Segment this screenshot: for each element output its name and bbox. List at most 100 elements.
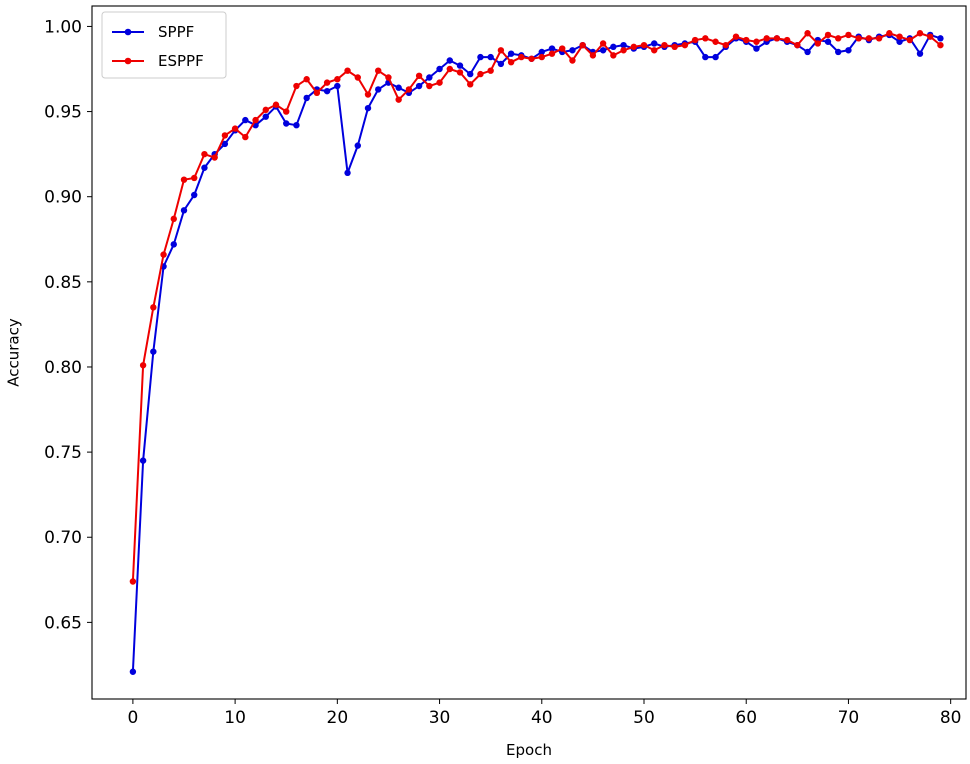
data-point-esppf [681,41,689,49]
data-point-esppf [569,57,576,64]
data-point-sppf [712,53,719,61]
data-point-esppf [702,35,709,42]
series-layer [129,30,944,675]
data-point-esppf [436,79,443,86]
data-point-sppf [170,241,177,248]
data-point-sppf [548,45,556,52]
data-point-sppf [354,142,361,149]
x-tick-label: 0 [127,708,138,728]
data-point-esppf [845,31,852,39]
data-point-esppf [732,33,740,40]
data-point-esppf [385,74,392,81]
data-point-esppf [507,58,515,66]
data-point-esppf [231,125,239,132]
legend-label-esppf: ESPPF [158,52,204,70]
data-point-esppf [446,65,453,73]
y-axis-ticks: 0.65 0.70 0.75 0.80 0.85 0.90 0.95 1.00 [44,17,92,633]
data-point-sppf [599,47,607,54]
data-point-esppf [927,33,934,40]
data-point-sppf [242,116,249,124]
data-point-esppf [344,67,351,74]
data-point-esppf [313,89,321,97]
data-point-esppf [395,96,402,103]
x-tick-label: 40 [531,708,553,728]
data-point-esppf [599,40,607,47]
data-point-esppf [937,41,944,49]
data-point-sppf [467,70,474,78]
data-point-esppf [743,36,750,44]
data-point-esppf [691,36,699,44]
series-esppf [129,30,944,585]
legend: SPPF ESPPF [101,11,227,79]
data-point-esppf [773,35,781,42]
data-point-esppf [221,132,229,139]
data-point-sppf [262,113,269,120]
data-point-sppf [364,104,372,112]
x-tick-label: 20 [327,708,349,728]
data-point-sppf [835,48,842,56]
data-point-sppf [507,50,515,57]
y-tick-label: 1.00 [44,17,82,37]
x-tick-label: 80 [940,708,962,728]
data-point-sppf [129,668,137,675]
data-point-esppf [456,69,464,76]
data-point-esppf [180,176,188,183]
y-tick-label: 0.85 [44,273,82,293]
data-point-esppf [201,150,208,158]
data-point-esppf [753,38,760,45]
data-point-sppf [334,82,341,90]
data-point-esppf [262,106,269,114]
data-point-sppf [456,62,464,69]
legend-marker-sppf [124,28,132,36]
data-point-sppf [180,207,188,214]
data-point-esppf [129,578,137,585]
data-point-esppf [477,70,484,78]
data-point-sppf [375,86,382,93]
data-point-sppf [845,47,852,54]
data-point-esppf [252,116,259,124]
data-point-sppf [497,60,505,68]
data-point-sppf [896,38,903,45]
data-point-esppf [804,30,811,37]
data-point-sppf [344,169,351,177]
data-point-esppf [896,33,903,40]
data-point-sppf [937,35,944,42]
data-point-sppf [620,41,627,49]
data-point-esppf [559,45,566,52]
data-point-esppf [211,154,218,161]
y-tick-label: 0.80 [44,358,82,378]
data-point-sppf [569,47,576,54]
data-point-esppf [875,35,883,42]
x-tick-label: 70 [838,708,860,728]
data-point-esppf [548,50,556,57]
data-point-esppf [722,41,729,49]
data-point-esppf [855,35,862,42]
data-point-esppf [794,41,801,49]
data-point-esppf [415,72,423,80]
data-point-sppf [753,45,760,52]
data-point-sppf [283,120,290,127]
data-point-sppf [415,82,423,90]
data-point-esppf [405,86,413,93]
data-point-sppf [610,43,617,51]
plot-frame [91,5,967,700]
y-tick-label: 0.65 [44,613,82,633]
data-point-sppf [436,65,443,73]
data-point-sppf [487,53,494,61]
data-point-esppf [630,43,637,51]
data-point-esppf [354,74,361,81]
data-point-sppf [191,191,198,199]
data-point-esppf [610,52,617,59]
data-point-esppf [303,76,310,83]
data-point-sppf [538,48,545,56]
data-point-esppf [191,174,198,182]
data-point-esppf [620,47,627,54]
data-point-esppf [139,362,147,369]
data-point-esppf [865,35,873,42]
data-point-esppf [323,79,331,86]
data-point-esppf [528,55,535,62]
data-point-sppf [323,87,331,95]
data-point-sppf [824,38,832,45]
data-point-sppf [702,53,709,61]
data-point-esppf [763,35,770,42]
